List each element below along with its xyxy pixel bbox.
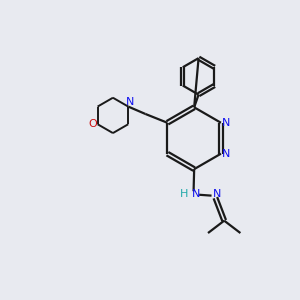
Text: O: O xyxy=(88,119,97,129)
Text: N: N xyxy=(191,189,200,199)
Text: N: N xyxy=(125,97,134,106)
Text: N: N xyxy=(222,118,230,128)
Text: H: H xyxy=(180,189,189,199)
Text: N: N xyxy=(213,190,221,200)
Text: N: N xyxy=(222,149,230,159)
